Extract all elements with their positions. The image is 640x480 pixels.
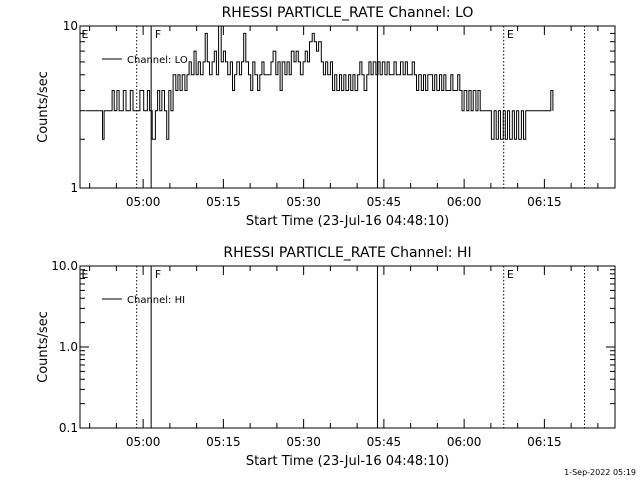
series-line [85, 26, 554, 140]
event-marker-label: E [82, 268, 89, 281]
x-tick-label: 06:15 [527, 195, 562, 209]
x-tick-label: 05:15 [206, 195, 241, 209]
x-tick-label: 06:15 [527, 435, 562, 449]
event-marker-label: E [507, 268, 514, 281]
y-tick-label: 0.1 [59, 421, 78, 435]
x-tick-label: 05:30 [286, 195, 321, 209]
x-axis-label: Start Time (23-Jul-16 04:48:10) [246, 214, 449, 229]
chart-title: RHESSI PARTICLE_RATE Channel: LO [222, 5, 474, 21]
event-marker-label: E [82, 28, 89, 41]
event-marker-label: E [507, 28, 514, 41]
y-tick-label: 1.0 [59, 340, 78, 354]
y-tick-label: 10 [63, 19, 78, 33]
x-axis-label: Start Time (23-Jul-16 04:48:10) [246, 454, 449, 469]
legend-entry: Channel: HI [127, 295, 185, 306]
x-tick-label: 05:30 [286, 435, 321, 449]
generation-timestamp: 1-Sep-2022 05:19 [564, 468, 636, 477]
event-marker-label: F [155, 28, 161, 41]
y-axis-label: Counts/sec [36, 71, 51, 143]
x-tick-label: 05:00 [126, 435, 161, 449]
plot-frame [79, 25, 616, 189]
x-tick-label: 05:45 [367, 195, 402, 209]
y-tick-label: 1 [70, 181, 78, 195]
x-tick-label: 05:00 [126, 195, 161, 209]
event-marker-label: F [155, 268, 161, 281]
x-tick-label: 05:15 [206, 435, 241, 449]
legend-entry: Channel: LO [127, 55, 188, 66]
x-tick-label: 05:45 [367, 435, 402, 449]
x-tick-label: 06:00 [447, 435, 482, 449]
y-tick-label: 10.0 [51, 259, 78, 273]
plot-frame [79, 265, 616, 429]
y-axis-label: Counts/sec [36, 311, 51, 383]
chart-title: RHESSI PARTICLE_RATE Channel: HI [223, 245, 471, 261]
x-tick-label: 06:00 [447, 195, 482, 209]
